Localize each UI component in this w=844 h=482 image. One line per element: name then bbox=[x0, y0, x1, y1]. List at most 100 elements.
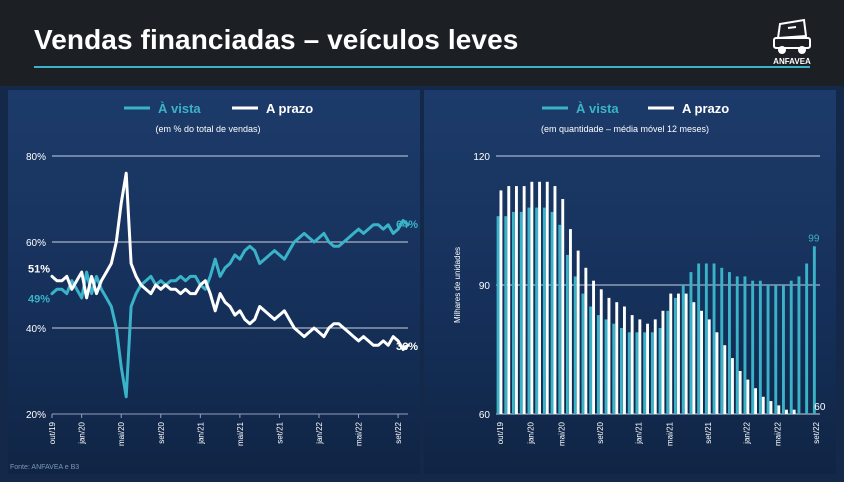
bar-a-prazo bbox=[754, 388, 757, 414]
series-line-a-vista bbox=[50, 219, 410, 399]
bar-a-vista bbox=[782, 285, 785, 414]
bar-a-prazo bbox=[599, 289, 603, 414]
bar-a-vista bbox=[589, 306, 593, 414]
bar-a-vista bbox=[797, 276, 801, 414]
x-tick-label: set/20 bbox=[596, 421, 605, 443]
bar-a-vista bbox=[620, 328, 623, 414]
bar-a-vista bbox=[704, 263, 708, 414]
bar-a-prazo bbox=[684, 293, 688, 414]
bar-a-prazo bbox=[522, 186, 526, 414]
bar-a-prazo bbox=[677, 293, 680, 414]
bar-a-prazo bbox=[785, 409, 788, 414]
x-tick-label: out/19 bbox=[496, 421, 505, 444]
bar-a-vista bbox=[751, 280, 755, 414]
y-tick-label: 90 bbox=[479, 281, 491, 292]
legend-label-a-prazo: A prazo bbox=[266, 101, 313, 116]
y-tick-label: 60% bbox=[26, 238, 46, 249]
title-underline bbox=[34, 66, 810, 68]
bar-a-vista bbox=[774, 285, 778, 414]
bar-a-vista bbox=[604, 319, 608, 414]
page-title: Vendas financiadas – veículos leves bbox=[34, 24, 519, 55]
bar-a-prazo bbox=[692, 302, 696, 414]
bar-a-prazo bbox=[499, 190, 503, 414]
percentage-line-chart: À vista A prazo(em % do total de vendas) … bbox=[26, 101, 418, 446]
bar-a-vista bbox=[596, 315, 600, 414]
x-tick-label: set/20 bbox=[157, 421, 166, 443]
logo-text: ANFAVEA bbox=[773, 57, 811, 66]
bar-a-prazo bbox=[569, 229, 572, 414]
x-tick-label: set/22 bbox=[812, 421, 821, 443]
x-tick-label: set/22 bbox=[394, 421, 403, 443]
bar-a-vista bbox=[697, 263, 701, 414]
y-tick-label: 80% bbox=[26, 152, 46, 163]
bar-a-prazo bbox=[630, 315, 634, 414]
x-tick-label: jan/22 bbox=[315, 421, 324, 444]
bar-a-vista bbox=[566, 254, 569, 414]
x-tick-label: jan/22 bbox=[743, 421, 752, 444]
x-tick-label: mai/20 bbox=[117, 421, 126, 446]
bar-a-vista bbox=[789, 280, 793, 414]
bar-a-prazo bbox=[538, 181, 541, 414]
bar-a-vista bbox=[527, 207, 531, 414]
bar-a-vista bbox=[712, 263, 716, 414]
bar-a-prazo bbox=[576, 250, 580, 414]
bar-a-prazo bbox=[553, 186, 557, 414]
x-tick-label: set/21 bbox=[704, 421, 713, 443]
bar-a-prazo bbox=[592, 280, 595, 414]
bar-a-prazo bbox=[530, 181, 534, 414]
source-note: Fonte: ANFAVEA e B3 bbox=[10, 464, 80, 471]
y-tick-label: 120 bbox=[473, 152, 490, 163]
x-tick-label: jan/21 bbox=[635, 421, 644, 444]
bar-a-prazo bbox=[507, 186, 511, 414]
x-tick-label: mai/21 bbox=[666, 421, 675, 446]
bar-a-prazo bbox=[792, 409, 796, 414]
x-tick-label: out/19 bbox=[48, 421, 57, 444]
chart-subtitle: (em quantidade – média móvel 12 meses) bbox=[541, 124, 709, 134]
bar-a-vista bbox=[612, 323, 616, 414]
bar-a-prazo bbox=[669, 293, 673, 414]
end-label-a-prazo: 60 bbox=[814, 402, 826, 413]
x-tick-label: jan/20 bbox=[78, 421, 87, 444]
bar-a-prazo bbox=[769, 401, 773, 414]
bar-a-prazo bbox=[561, 199, 565, 414]
x-tick-label: jan/21 bbox=[196, 421, 205, 444]
bar-a-prazo bbox=[615, 302, 619, 414]
series-line-a-prazo bbox=[50, 171, 410, 351]
legend-label-a-vista: À vista bbox=[576, 101, 619, 116]
bar-a-vista bbox=[635, 332, 639, 414]
y-axis-title: Milhares de unidades bbox=[453, 247, 462, 323]
bar-a-vista bbox=[805, 263, 809, 414]
end-label-a-vista: 64% bbox=[396, 219, 418, 231]
chart-subtitle: (em % do total de vendas) bbox=[155, 124, 260, 134]
bar-a-prazo bbox=[545, 181, 549, 414]
bar-a-vista bbox=[496, 216, 500, 414]
bar-a-prazo bbox=[738, 371, 742, 414]
bar-a-prazo bbox=[623, 306, 626, 414]
bar-a-vista bbox=[504, 216, 508, 414]
x-tick-label: jan/20 bbox=[527, 421, 536, 444]
bar-a-prazo bbox=[707, 319, 711, 414]
bar-a-prazo bbox=[715, 332, 719, 414]
x-tick-label: mai/21 bbox=[236, 421, 245, 446]
bar-a-vista bbox=[666, 310, 670, 414]
bar-a-vista bbox=[581, 293, 585, 414]
x-tick-label: set/21 bbox=[275, 421, 284, 443]
end-label-a-vista: 99 bbox=[808, 233, 820, 244]
bar-a-vista bbox=[766, 285, 770, 414]
bar-a-prazo bbox=[638, 319, 642, 414]
bar-a-vista bbox=[658, 328, 662, 414]
bar-a-prazo bbox=[661, 310, 665, 414]
bar-a-vista bbox=[650, 332, 654, 414]
x-tick-label: mai/22 bbox=[355, 421, 364, 446]
bar-a-vista bbox=[512, 211, 515, 414]
bar-a-prazo bbox=[731, 358, 734, 414]
bar-a-prazo bbox=[646, 323, 649, 414]
y-tick-label: 40% bbox=[26, 324, 46, 335]
bar-a-prazo bbox=[777, 405, 781, 414]
end-label-a-prazo: 36% bbox=[396, 341, 418, 353]
bar-a-vista bbox=[550, 211, 554, 414]
bar-a-vista bbox=[519, 211, 523, 414]
bar-a-vista bbox=[720, 267, 724, 414]
bar-a-vista bbox=[743, 276, 747, 414]
header-bar: Vendas financiadas – veículos leves ANFA… bbox=[0, 0, 844, 86]
